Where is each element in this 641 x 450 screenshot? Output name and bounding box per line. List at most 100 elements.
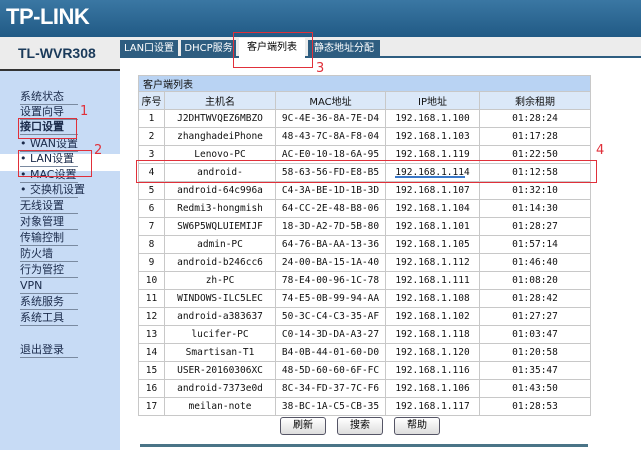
table-cell: 192.168.1.103 (385, 127, 480, 146)
table-cell: 192.168.1.107 (385, 181, 480, 200)
tab-static-address[interactable]: 静态地址分配 (308, 40, 380, 57)
table-cell: 01:28:42 (479, 289, 591, 308)
table-cell: 01:28:53 (479, 397, 591, 416)
sidebar-item[interactable]: 退出登录 (20, 342, 78, 358)
tab-client-list[interactable]: 客户端列表 (239, 38, 305, 58)
table-cell: 74-E5-0B-99-94-AA (275, 289, 386, 308)
table-cell: 18-3D-A2-7D-5B-80 (275, 217, 386, 236)
sidebar-item[interactable]: 行为管控 (20, 262, 78, 278)
table-cell: 9 (138, 253, 165, 272)
table-cell: Redmi3-hongmish (164, 199, 276, 218)
table-cell: 01:03:47 (479, 325, 591, 344)
table-cell: 192.168.1.108 (385, 289, 480, 308)
refresh-button[interactable]: 刷新 (280, 417, 326, 435)
table-cell: C4-3A-BE-1D-1B-3D (275, 181, 386, 200)
table-cell: 01:27:27 (479, 307, 591, 326)
table-row: 14 Smartisan-T1 B4-0B-44-01-60-D0 192.168.1… (138, 343, 591, 362)
sidebar-item[interactable]: 防火墙 (20, 246, 78, 262)
search-button[interactable]: 搜索 (337, 417, 383, 435)
table-cell: 192.168.1.118 (385, 325, 480, 344)
table-cell: Smartisan-T1 (164, 343, 276, 362)
tab-dhcp[interactable]: DHCP服务 (181, 40, 236, 57)
table-row: 3 Lenovo-PC AC-E0-10-18-6A-95 192.168.1.119… (138, 145, 591, 164)
tab-lan-settings[interactable]: LAN口设置 (120, 40, 178, 57)
table-cell: 6 (138, 199, 165, 218)
help-button[interactable]: 帮助 (394, 417, 440, 435)
table-cell: 01:14:30 (479, 199, 591, 218)
annotation-box-1 (18, 118, 77, 139)
table-row: 9 android-b246cc6 24-00-BA-15-1A-40 192.168… (138, 253, 591, 272)
table-cell: 192.168.1.102 (385, 307, 480, 326)
table-cell: 192.168.1.116 (385, 361, 480, 380)
sidebar-item[interactable]: 系统工具 (20, 310, 78, 326)
column-header: 剩余租期 (479, 91, 591, 110)
table-cell: 01:32:10 (479, 181, 591, 200)
sidebar-item[interactable]: VPN (20, 278, 78, 294)
table-cell: lucifer-PC (164, 325, 276, 344)
table-cell: B4-0B-44-01-60-D0 (275, 343, 386, 362)
table-cell: USER-20160306XC (164, 361, 276, 380)
table-cell: 12 (138, 307, 165, 326)
table-cell: 17 (138, 397, 165, 416)
ip-underline (395, 176, 465, 178)
annotation-box-3 (233, 32, 313, 68)
table-cell: 192.168.1.112 (385, 253, 480, 272)
logo: TP-LINK (6, 4, 90, 29)
table-cell: 2 (138, 127, 165, 146)
table-cell: 01:28:24 (479, 109, 591, 128)
sidebar-item[interactable]: • MAC设置 (20, 168, 78, 183)
table-row: 12 android-a383637 50-3C-C4-C3-35-AF 192.16… (138, 307, 591, 326)
column-header: IP地址 (385, 91, 480, 110)
table-cell: 48-5D-60-60-6F-FC (275, 361, 386, 380)
sidebar-item[interactable]: 对象管理 (20, 214, 78, 230)
annotation-label-3: 3 (316, 61, 325, 76)
sidebar-item[interactable]: • 交换机设置 (20, 183, 85, 198)
column-header: 主机名 (164, 91, 276, 110)
table-cell: 01:20:58 (479, 343, 591, 362)
table-cell: 1 (138, 109, 165, 128)
table-cell: android-a383637 (164, 307, 276, 326)
annotation-box-4 (136, 160, 597, 183)
sidebar-item[interactable]: 系统服务 (20, 294, 78, 310)
table-cell: C0-14-3D-DA-A3-27 (275, 325, 386, 344)
sidebar-item[interactable]: 无线设置 (20, 198, 78, 214)
column-header: 序号 (138, 91, 165, 110)
sidebar-item[interactable]: • LAN设置 (20, 151, 78, 167)
table-cell: zhanghadeiPhone (164, 127, 276, 146)
sidebar-item[interactable]: 系统状态 (20, 89, 78, 105)
table-cell: 192.168.1.100 (385, 109, 480, 128)
table-cell: SW6P5WQLUIEMIJF (164, 217, 276, 236)
sidebar-item[interactable]: 接口设置 (20, 119, 78, 135)
table-row: 5 android-64c996a C4-3A-BE-1D-1B-3D 192.168… (138, 181, 591, 200)
table-row: 17 meilan-note 38-BC-1A-C5-CB-35 192.168.1.… (138, 397, 591, 416)
annotation-label-2: 2 (94, 143, 103, 158)
table-row: 15 USER-20160306XC 48-5D-60-60-6F-FC 192.16… (138, 361, 591, 380)
table-row: 6 Redmi3-hongmish 64-CC-2E-48-B8-06 192.168… (138, 199, 591, 218)
table-row: 16 android-7373e0d 8C-34-FD-37-7C-F6 192.16… (138, 379, 591, 398)
table-cell: 192.168.1.104 (385, 199, 480, 218)
table-cell: J2DHTWVQEZ6MBZO (164, 109, 276, 128)
column-header: MAC地址 (275, 91, 386, 110)
table-cell: 5 (138, 181, 165, 200)
table-cell: 192.168.1.117 (385, 397, 480, 416)
model-name: TL-WVR308 (18, 45, 96, 61)
table-cell: 15 (138, 361, 165, 380)
table-row: 8 admin-PC 64-76-BA-AA-13-36 192.168.1.105 0… (138, 235, 591, 254)
divider (0, 69, 120, 71)
table-cell: 11 (138, 289, 165, 308)
table-cell: 192.168.1.111 (385, 271, 480, 290)
table-cell: 24-00-BA-15-1A-40 (275, 253, 386, 272)
table-cell: 78-E4-00-96-1C-78 (275, 271, 386, 290)
table-cell: 01:08:20 (479, 271, 591, 290)
sidebar-item[interactable]: • WAN设置 (20, 137, 79, 152)
table-cell: 192.168.1.101 (385, 217, 480, 236)
sidebar-item[interactable]: 设置向导 (20, 104, 78, 120)
table-cell: 01:57:14 (479, 235, 591, 254)
table-cell: 01:35:47 (479, 361, 591, 380)
table-cell: 01:46:40 (479, 253, 591, 272)
table-cell: 01:43:50 (479, 379, 591, 398)
table-cell: 192.168.1.105 (385, 235, 480, 254)
table-row: 7 SW6P5WQLUIEMIJF 18-3D-A2-7D-5B-80 192.168… (138, 217, 591, 236)
sidebar-item[interactable]: 传输控制 (20, 230, 78, 246)
table-cell: 64-CC-2E-48-B8-06 (275, 199, 386, 218)
